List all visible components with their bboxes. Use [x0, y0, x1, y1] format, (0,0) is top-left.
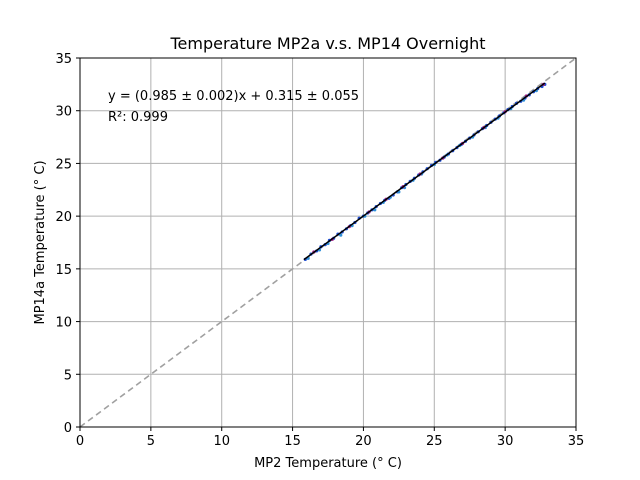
y-tick-label: 0 [64, 421, 72, 436]
x-tick-label: 5 [147, 434, 155, 449]
fit-equation-annotation: y = (0.985 ± 0.002)x + 0.315 ± 0.055 [108, 89, 359, 104]
x-tick-label: 25 [426, 434, 443, 449]
plot-frame [79, 57, 577, 428]
x-axis-label: MP2 Temperature (° C) [254, 456, 402, 471]
chart-title: Temperature MP2a v.s. MP14 Overnight [169, 34, 485, 53]
y-tick-label: 15 [55, 263, 72, 278]
x-tick-label: 35 [568, 434, 585, 449]
reference-line-layer [79, 57, 577, 428]
linear-fit-line [303, 82, 546, 261]
grid [80, 58, 576, 427]
y-tick-label: 25 [55, 157, 72, 172]
y-tick-label: 20 [55, 210, 72, 225]
y-tick-label: 10 [55, 316, 72, 331]
x-tick-label: 0 [76, 434, 84, 449]
fit-line-layer [303, 82, 546, 261]
data-point [339, 233, 343, 237]
ticks-layer: 0 5 10 15 20 25 30 35 0 5 10 15 20 25 30 35 [55, 52, 584, 449]
y-tick-label: 35 [55, 52, 72, 67]
y-tick-label: 30 [55, 105, 72, 120]
x-tick-label: 30 [497, 434, 514, 449]
x-tick-label: 20 [355, 434, 372, 449]
r-squared-annotation: R²: 0.999 [108, 110, 168, 125]
identity-reference-line [79, 57, 577, 428]
x-tick-label: 15 [284, 434, 301, 449]
y-axis-label: MP14a Temperature (° C) [33, 160, 48, 324]
y-tick-label: 5 [64, 368, 72, 383]
x-tick-label: 10 [213, 434, 230, 449]
